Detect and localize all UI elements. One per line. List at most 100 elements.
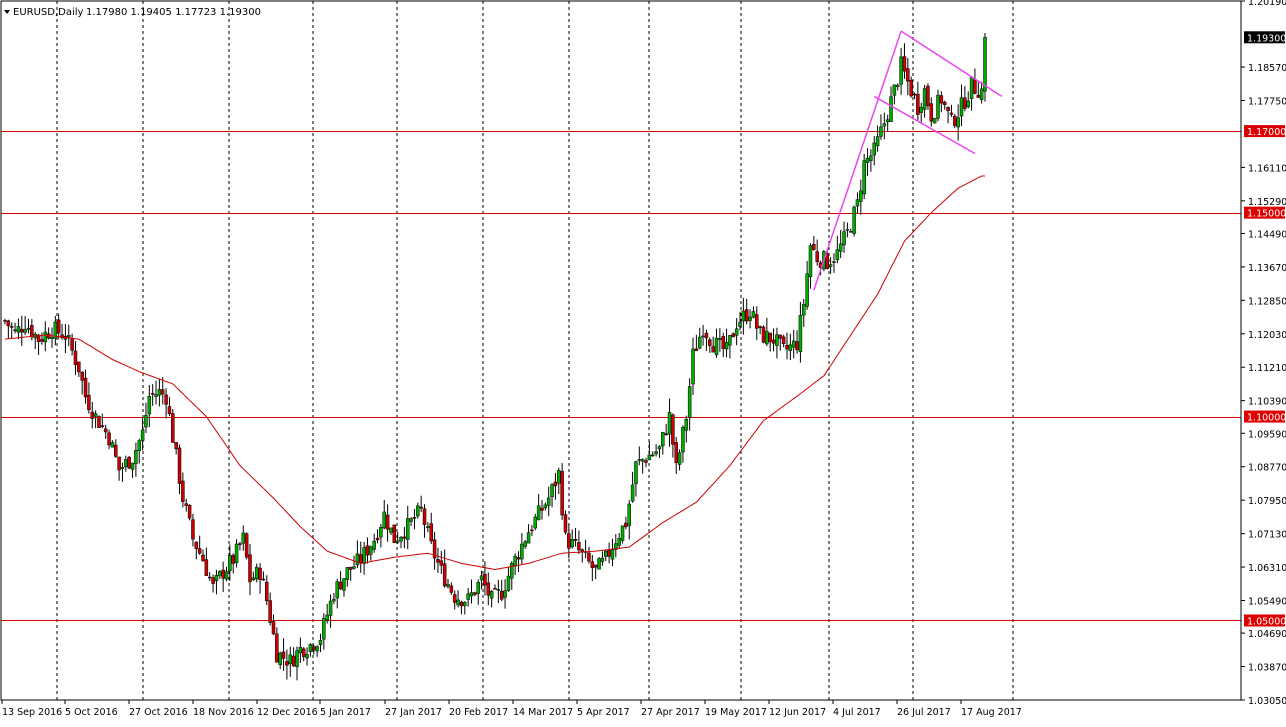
candle bbox=[241, 525, 246, 551]
bear-candle-body bbox=[449, 585, 454, 593]
time-tick-label: 12 Dec 2016 bbox=[257, 707, 318, 718]
bull-candle-body bbox=[885, 119, 890, 123]
price-tags: 1.17000 1.15000 1.10000 1.05000 1.19300 bbox=[1244, 31, 1286, 627]
candle bbox=[630, 471, 635, 503]
bear-candle-body bbox=[80, 372, 84, 381]
candle bbox=[338, 571, 343, 590]
candle bbox=[483, 561, 487, 596]
bull-candle-body bbox=[741, 310, 746, 322]
candle bbox=[557, 467, 561, 495]
bull-candle-body bbox=[899, 56, 903, 85]
bull-candle-body bbox=[251, 577, 256, 580]
candle bbox=[966, 91, 970, 109]
level-tag-1: 1.17000 bbox=[1244, 125, 1286, 138]
candle bbox=[305, 647, 309, 666]
bull-candle-body bbox=[681, 426, 685, 453]
bear-candle-body bbox=[429, 523, 433, 542]
candle bbox=[355, 540, 360, 569]
candle bbox=[312, 644, 316, 655]
candle bbox=[449, 582, 454, 595]
candle bbox=[516, 551, 521, 573]
candle bbox=[536, 493, 541, 521]
bear-candle-body bbox=[167, 406, 172, 414]
bear-candle-body bbox=[56, 319, 61, 334]
bear-candle-body bbox=[20, 328, 24, 333]
bull-candle-body bbox=[298, 647, 303, 654]
candle bbox=[885, 114, 890, 131]
candle bbox=[211, 574, 215, 593]
bull-candle-body bbox=[630, 484, 635, 502]
candle bbox=[922, 84, 927, 118]
time-tick-label: 18 Nov 2016 bbox=[193, 707, 254, 718]
price-tick-label: 1.05490 bbox=[1248, 596, 1286, 607]
candle bbox=[315, 645, 319, 657]
bull-candle-body bbox=[697, 336, 702, 349]
bull-candle-body bbox=[647, 454, 652, 461]
trendline-3[interactable] bbox=[873, 95, 976, 155]
level-tag-3-text: 1.10000 bbox=[1247, 413, 1286, 424]
bull-candle-body bbox=[234, 543, 239, 563]
candle bbox=[456, 590, 460, 608]
candle bbox=[160, 377, 165, 405]
level-tag-4: 1.05000 bbox=[1244, 614, 1286, 627]
bear-candle-body bbox=[291, 655, 296, 667]
trendline-2[interactable] bbox=[900, 30, 1003, 98]
bear-candle-body bbox=[664, 433, 668, 435]
candle bbox=[114, 439, 118, 458]
candle bbox=[171, 408, 175, 443]
bull-candle-body bbox=[318, 639, 323, 645]
trendlines[interactable] bbox=[813, 30, 1003, 291]
candle bbox=[77, 361, 81, 378]
bear-candle-body bbox=[261, 578, 266, 581]
bull-candle-body bbox=[855, 199, 860, 207]
candle bbox=[426, 522, 430, 533]
bull-candle-body bbox=[882, 123, 887, 127]
candle bbox=[983, 33, 987, 102]
bull-candle-body bbox=[328, 600, 333, 616]
dropdown-triangle-icon[interactable] bbox=[4, 10, 10, 14]
bull-candle-body bbox=[345, 567, 350, 580]
bull-candle-body bbox=[352, 566, 356, 569]
candle bbox=[43, 321, 48, 352]
candle bbox=[530, 524, 534, 537]
bull-candle-body bbox=[305, 654, 309, 659]
candle bbox=[503, 579, 507, 609]
candle bbox=[446, 578, 450, 589]
bear-candle-body bbox=[348, 566, 353, 570]
bull-candle-body bbox=[617, 538, 621, 546]
price-tick-label: 1.07950 bbox=[1248, 496, 1286, 507]
bull-candle-body bbox=[466, 593, 470, 600]
bull-candle-body bbox=[842, 231, 846, 246]
candle bbox=[379, 523, 383, 548]
bull-candle-body bbox=[409, 518, 413, 522]
bear-candle-body bbox=[953, 115, 957, 126]
candle bbox=[963, 86, 967, 112]
bull-candle-body bbox=[600, 557, 605, 562]
level-tag-1-text: 1.17000 bbox=[1247, 127, 1286, 138]
bull-candle-body bbox=[691, 348, 695, 385]
bear-candle-body bbox=[452, 594, 457, 603]
candle bbox=[90, 401, 95, 429]
candle bbox=[926, 83, 930, 110]
bull-candle-body bbox=[798, 315, 803, 352]
bull-candle-body bbox=[23, 329, 27, 333]
candle bbox=[285, 649, 289, 680]
bull-candle-body bbox=[523, 541, 527, 547]
candle bbox=[634, 460, 638, 497]
bear-candle-body bbox=[674, 442, 678, 463]
bear-candle-body bbox=[174, 442, 178, 450]
candle bbox=[644, 457, 648, 468]
bull-candle-body bbox=[426, 526, 430, 528]
time-tick-label: 27 Apr 2017 bbox=[641, 707, 700, 718]
bull-candle-body bbox=[765, 330, 769, 345]
trendline-1[interactable] bbox=[813, 30, 902, 291]
last-price-tag-text: 1.19300 bbox=[1247, 33, 1286, 44]
moving-average-line bbox=[4, 175, 985, 571]
price-tick-label: 1.04690 bbox=[1248, 629, 1286, 640]
bear-candle-body bbox=[187, 504, 192, 519]
candle bbox=[959, 84, 964, 127]
bear-candle-body bbox=[77, 361, 81, 373]
bull-candle-body bbox=[218, 571, 222, 577]
